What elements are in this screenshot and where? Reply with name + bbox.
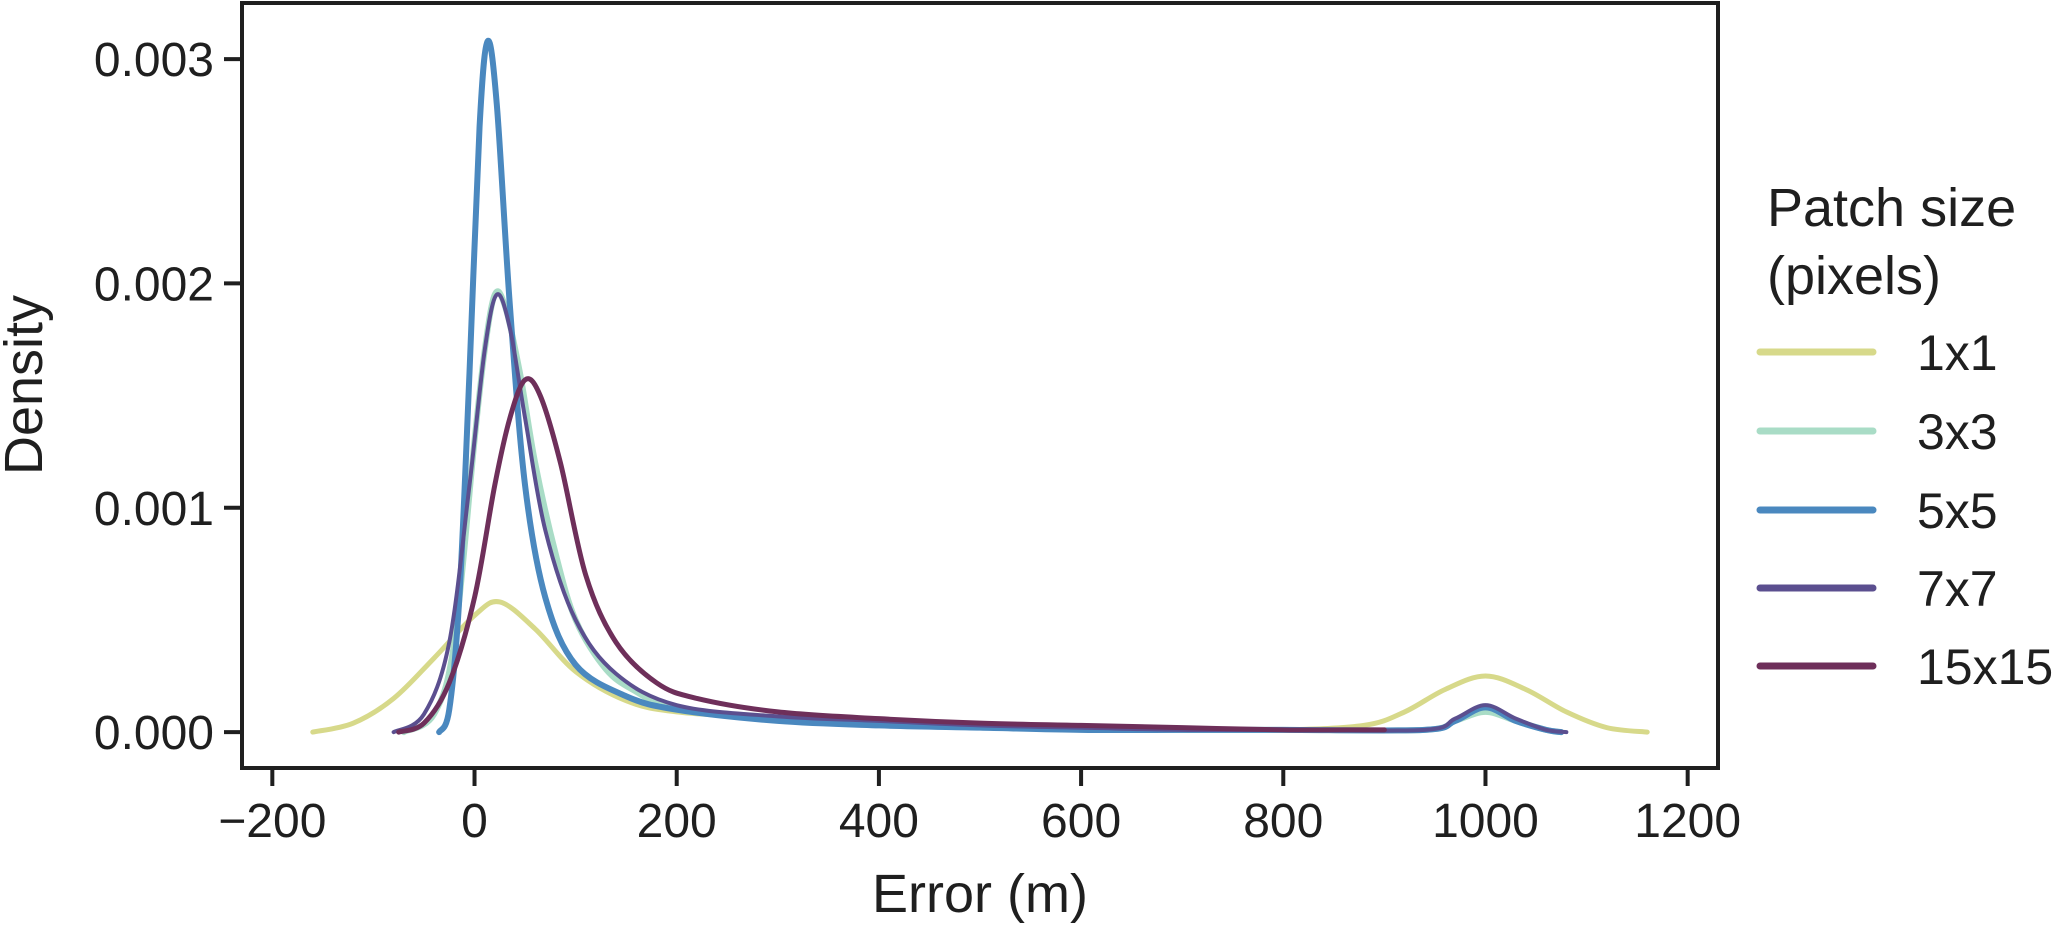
y-tick-label-1: 0.001 (94, 483, 214, 536)
x-tick-label-4: 600 (1041, 795, 1121, 848)
y-axis: 0.000 0.001 0.002 0.003 (94, 34, 242, 760)
x-tick-label-6: 1000 (1432, 795, 1539, 848)
plot-frame (240, 1, 1720, 770)
x-axis-label: Error (m) (872, 864, 1088, 924)
x-tick-label-3: 400 (839, 795, 919, 848)
legend-label-5x5: 5x5 (1917, 483, 1998, 539)
y-tick-label-0: 0.000 (94, 707, 214, 760)
legend-title-line-1: Patch size (1767, 178, 2016, 238)
x-tick-label-0: −200 (218, 795, 326, 848)
x-tick-label-1: 0 (461, 795, 488, 848)
legend: Patch size (pixels) 1x1 3x3 5x5 7x7 15x15 (1756, 178, 2053, 695)
legend-title-line-2: (pixels) (1767, 246, 1941, 306)
x-tick-label-7: 1200 (1634, 795, 1741, 848)
series-line-1x1 (310, 599, 1650, 735)
series-layer (310, 37, 1650, 736)
x-tick-label-2: 200 (637, 795, 717, 848)
y-tick-label-2: 0.002 (94, 258, 214, 311)
x-tick-label-5: 800 (1243, 795, 1323, 848)
x-axis: −200 0 200 400 600 800 1000 1200 (218, 768, 1741, 848)
legend-label-7x7: 7x7 (1917, 561, 1998, 617)
series-line-15x15 (396, 376, 1387, 735)
legend-label-3x3: 3x3 (1917, 404, 1998, 460)
y-axis-label: Density (0, 295, 54, 475)
y-tick-label-3: 0.003 (94, 34, 214, 87)
legend-label-1x1: 1x1 (1917, 325, 1998, 381)
series-line-7x7 (391, 292, 1569, 735)
legend-label-15x15: 15x15 (1917, 639, 2053, 695)
